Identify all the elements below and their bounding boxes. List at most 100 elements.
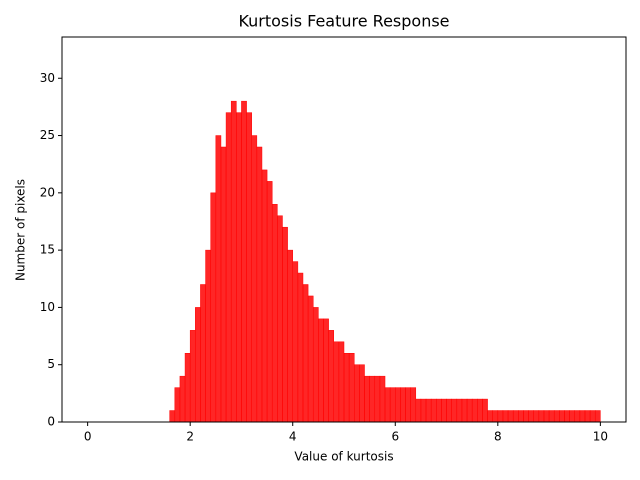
bar — [359, 364, 365, 423]
bar — [297, 272, 304, 423]
bar — [574, 410, 581, 423]
bar — [251, 135, 258, 423]
bar — [210, 192, 217, 423]
bar — [482, 398, 488, 423]
bar — [333, 341, 340, 423]
bar — [441, 398, 447, 423]
x-tick-label: 0 — [84, 430, 92, 444]
bar — [354, 364, 360, 423]
bar — [553, 410, 560, 423]
bar — [543, 410, 550, 423]
y-axis-label: Number of pixels — [14, 179, 28, 281]
x-tick-label: 4 — [289, 430, 297, 444]
x-tick-label: 8 — [494, 430, 502, 444]
bar — [436, 398, 442, 423]
bar — [328, 330, 334, 423]
y-tick-label: 20 — [40, 185, 55, 199]
bar — [338, 341, 345, 423]
bar — [420, 398, 427, 423]
bar — [461, 398, 468, 423]
bar — [230, 100, 237, 423]
axes-frame — [61, 36, 627, 423]
bar — [200, 284, 206, 423]
bar — [364, 375, 370, 423]
bar — [369, 375, 376, 423]
bar — [266, 181, 273, 423]
bar — [236, 112, 242, 423]
bar — [282, 226, 288, 423]
bar — [184, 353, 191, 423]
x-tick-label: 10 — [593, 430, 608, 444]
bar — [220, 146, 227, 423]
bar — [400, 387, 406, 423]
bar — [318, 318, 324, 423]
bar — [548, 410, 555, 423]
bar — [425, 398, 432, 423]
y-tick-label: 30 — [40, 71, 55, 85]
bar — [246, 112, 252, 423]
bar — [169, 410, 176, 423]
y-tick-label: 0 — [47, 415, 55, 429]
bar — [189, 330, 196, 423]
x-tick-label: 6 — [391, 430, 399, 444]
bar — [518, 410, 524, 423]
y-tick-label: 15 — [40, 243, 55, 257]
bar — [466, 398, 473, 423]
bar — [312, 307, 319, 423]
bar — [451, 398, 458, 423]
bar — [277, 215, 283, 423]
chart-title: Kurtosis Feature Response — [238, 12, 449, 31]
bar — [528, 410, 534, 423]
bar — [569, 410, 575, 423]
bar — [523, 410, 529, 423]
bar — [430, 398, 437, 423]
y-tick-label: 25 — [40, 128, 55, 142]
bar — [456, 398, 463, 423]
bar — [395, 387, 401, 423]
bar — [446, 398, 452, 423]
bar — [497, 410, 504, 423]
bar — [492, 410, 499, 423]
bar — [507, 410, 514, 423]
bar — [241, 100, 247, 423]
x-tick-label: 2 — [186, 430, 194, 444]
bar — [271, 204, 278, 423]
bar — [487, 410, 493, 423]
bar — [256, 146, 263, 423]
bar — [179, 375, 186, 423]
bar — [379, 375, 386, 423]
bar — [323, 318, 329, 423]
bar — [512, 410, 519, 423]
bar — [564, 410, 570, 423]
bar — [348, 353, 355, 423]
bar — [343, 353, 350, 423]
bar — [584, 410, 591, 423]
bar — [389, 387, 396, 423]
bar — [502, 410, 509, 423]
plot-area — [169, 100, 601, 423]
bar — [533, 410, 540, 423]
bar — [302, 284, 309, 423]
bar — [307, 295, 314, 423]
bar — [410, 387, 417, 423]
bar — [292, 261, 299, 423]
bar — [215, 135, 222, 423]
bar — [559, 410, 565, 423]
bar — [579, 410, 586, 423]
bar — [174, 387, 181, 423]
bar — [225, 112, 232, 423]
bar — [405, 387, 411, 423]
bar — [374, 375, 381, 423]
bar — [261, 169, 268, 423]
bar — [538, 410, 545, 423]
bar — [594, 410, 601, 423]
x-axis-label: Value of kurtosis — [294, 450, 393, 464]
bar — [477, 398, 483, 423]
bar — [415, 398, 422, 423]
bar — [195, 307, 201, 423]
bar — [471, 398, 478, 423]
bar — [384, 387, 391, 423]
bar — [287, 249, 293, 423]
bar — [589, 410, 596, 423]
